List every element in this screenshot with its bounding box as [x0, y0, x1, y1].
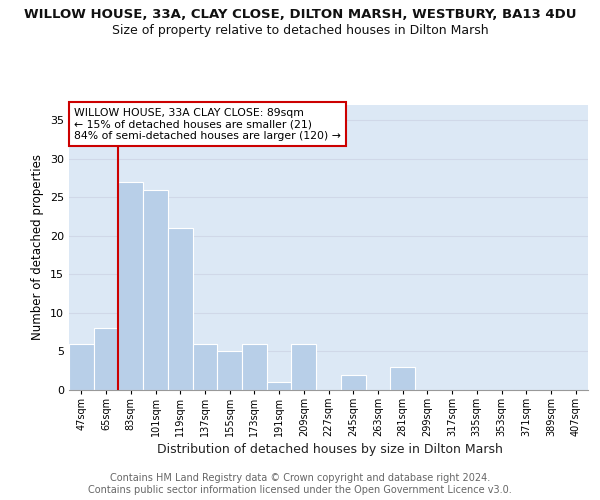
Text: WILLOW HOUSE, 33A CLAY CLOSE: 89sqm
← 15% of detached houses are smaller (21)
84: WILLOW HOUSE, 33A CLAY CLOSE: 89sqm ← 15… — [74, 108, 341, 141]
Y-axis label: Number of detached properties: Number of detached properties — [31, 154, 44, 340]
Bar — [242, 344, 267, 390]
Bar — [390, 367, 415, 390]
Text: Distribution of detached houses by size in Dilton Marsh: Distribution of detached houses by size … — [157, 442, 503, 456]
Bar — [217, 352, 242, 390]
Text: Contains HM Land Registry data © Crown copyright and database right 2024.
Contai: Contains HM Land Registry data © Crown c… — [88, 474, 512, 495]
Bar — [267, 382, 292, 390]
Bar — [69, 344, 94, 390]
Bar — [341, 374, 365, 390]
Text: WILLOW HOUSE, 33A, CLAY CLOSE, DILTON MARSH, WESTBURY, BA13 4DU: WILLOW HOUSE, 33A, CLAY CLOSE, DILTON MA… — [24, 8, 576, 20]
Bar — [118, 182, 143, 390]
Bar — [168, 228, 193, 390]
Text: Size of property relative to detached houses in Dilton Marsh: Size of property relative to detached ho… — [112, 24, 488, 37]
Bar — [292, 344, 316, 390]
Bar — [143, 190, 168, 390]
Bar — [193, 344, 217, 390]
Bar — [94, 328, 118, 390]
